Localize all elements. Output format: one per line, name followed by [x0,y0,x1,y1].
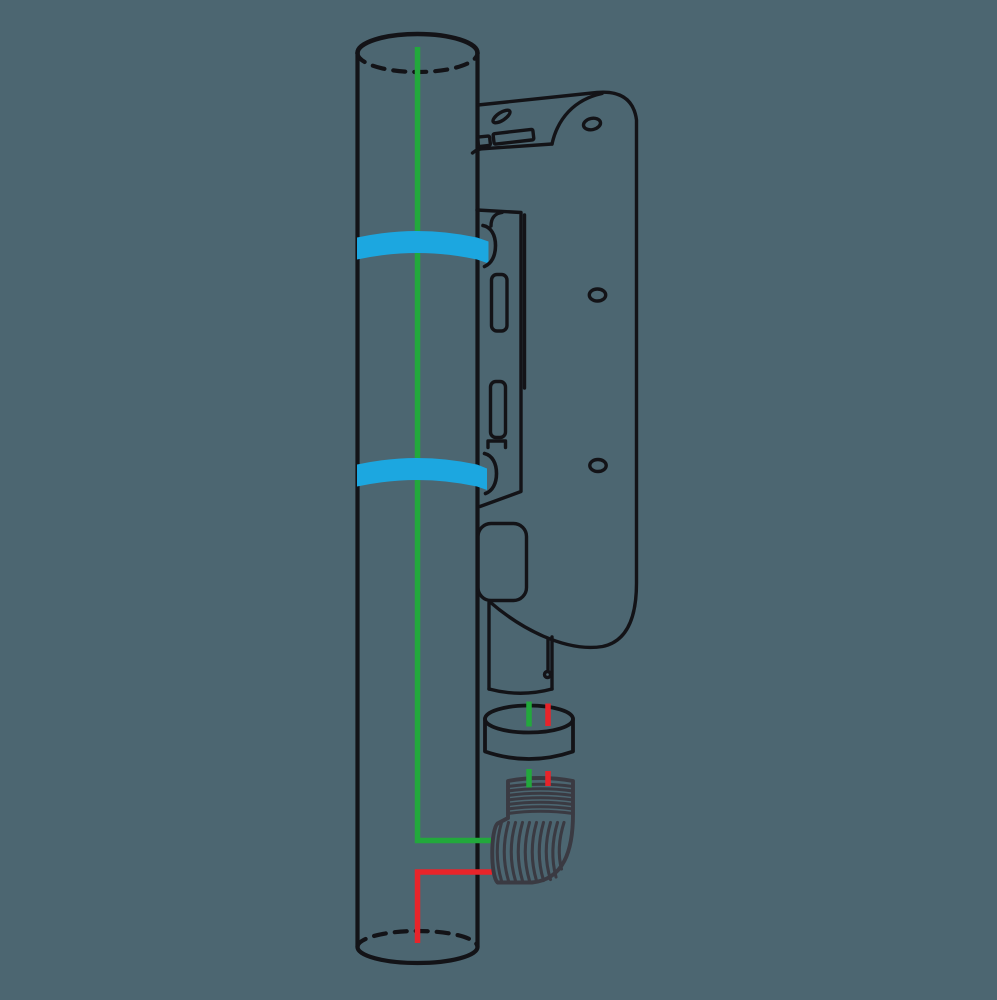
threaded-elbow-fitting [490,776,575,885]
pole-bottom-front-arc [355,944,480,966]
flange-small-slot [476,134,493,149]
thread-arc [544,820,553,882]
thread-arc [537,820,546,883]
mounting-bracket [470,90,639,650]
elbow-outline [490,776,575,885]
pole-top-front-arc [355,31,480,56]
thread-arc [551,820,560,879]
lower-mounting-strap [357,458,487,490]
mounting-straps [357,231,489,490]
mounting-hole-top [581,116,603,132]
upper-strap-buckle [481,223,498,269]
green-cable-main [414,47,491,844]
elbow-vertical-port-threads [506,782,575,816]
mounting-hole-middle [587,287,608,303]
green-cable-route [414,47,491,844]
thread-line [506,791,575,798]
rail-slot-lower [488,379,508,440]
bracket-plate-outline [476,90,639,650]
mounting-hole-bottom [588,457,608,474]
mounting-pole [355,31,480,966]
thread-arc [509,820,518,883]
clamp-block [476,521,529,603]
thread-line [506,800,575,807]
red-cable-route [414,869,492,943]
thread-arc [495,820,504,883]
thread-line [506,805,575,811]
thread-line [506,809,575,816]
flange-bottom-edge [470,142,554,155]
thread-line [506,796,575,802]
cap-body [483,717,575,761]
red-cable-main [414,869,492,943]
thread-arc [516,820,525,883]
conduit-bottom-arc [487,687,554,695]
cable-conduit-stub [487,600,554,695]
thread-arc [523,820,532,883]
rail-slot-upper [489,272,509,333]
rail-step-detail [486,439,508,450]
elbow-side-port-threads [495,820,566,883]
thread-line [506,787,575,793]
thread-arc [502,820,511,883]
strap-rail-notch [489,210,504,228]
conduit-seam-dot [542,669,553,680]
flange-slanted-hole [491,108,512,125]
lower-strap-buckle [482,451,499,496]
thread-arc [530,820,539,883]
flange-large-slot [491,127,536,146]
strap-rail-outline [475,208,523,509]
upper-mounting-strap [357,231,489,264]
thread-line [506,782,575,789]
bracket-crease-curve [550,91,604,146]
thread-arc [557,820,566,871]
